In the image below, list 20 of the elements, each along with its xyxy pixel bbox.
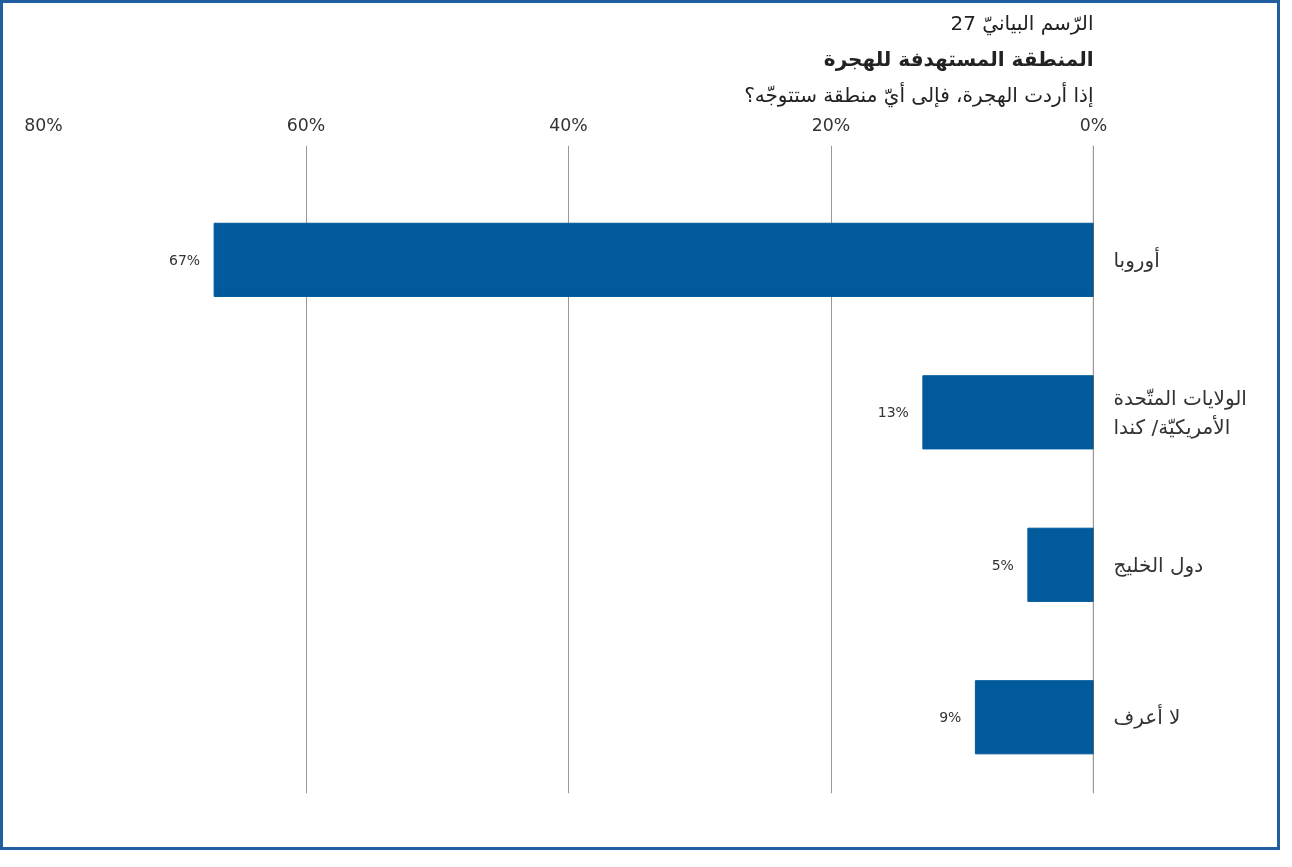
x-tick-label: 60% (286, 114, 326, 135)
y-tick-label: أوروبا (1113, 246, 1160, 272)
data-label: 13% (877, 404, 909, 421)
x-tick-label: 20% (811, 114, 851, 135)
bar (213, 222, 1094, 297)
chart-subtitle: المنطقة المستهدفة للهجرة (823, 46, 1094, 71)
text: إذا أردت الهجرة، فإلى أيّ منطقة ستتوجّه؟ (744, 81, 1094, 108)
y-tick-label: دول الخليج (1113, 552, 1204, 577)
bar (974, 680, 1094, 755)
data-label: 5% (991, 556, 1014, 573)
bar (922, 375, 1094, 450)
x-tick-label: 40% (549, 114, 588, 135)
y-tick-label: الولايات المتّحدة الأمريكيّة/ كندا (1113, 385, 1247, 439)
bar (1027, 527, 1094, 602)
chart-title: الرّسم البيانيّ 27 (950, 10, 1094, 36)
x-tick-label: 80% (24, 114, 63, 135)
x-tick-label: 0% (1079, 114, 1108, 135)
data-label: 67% (169, 251, 201, 268)
y-tick-label: لا أعرف (1113, 704, 1181, 730)
data-label: 9% (939, 709, 962, 726)
